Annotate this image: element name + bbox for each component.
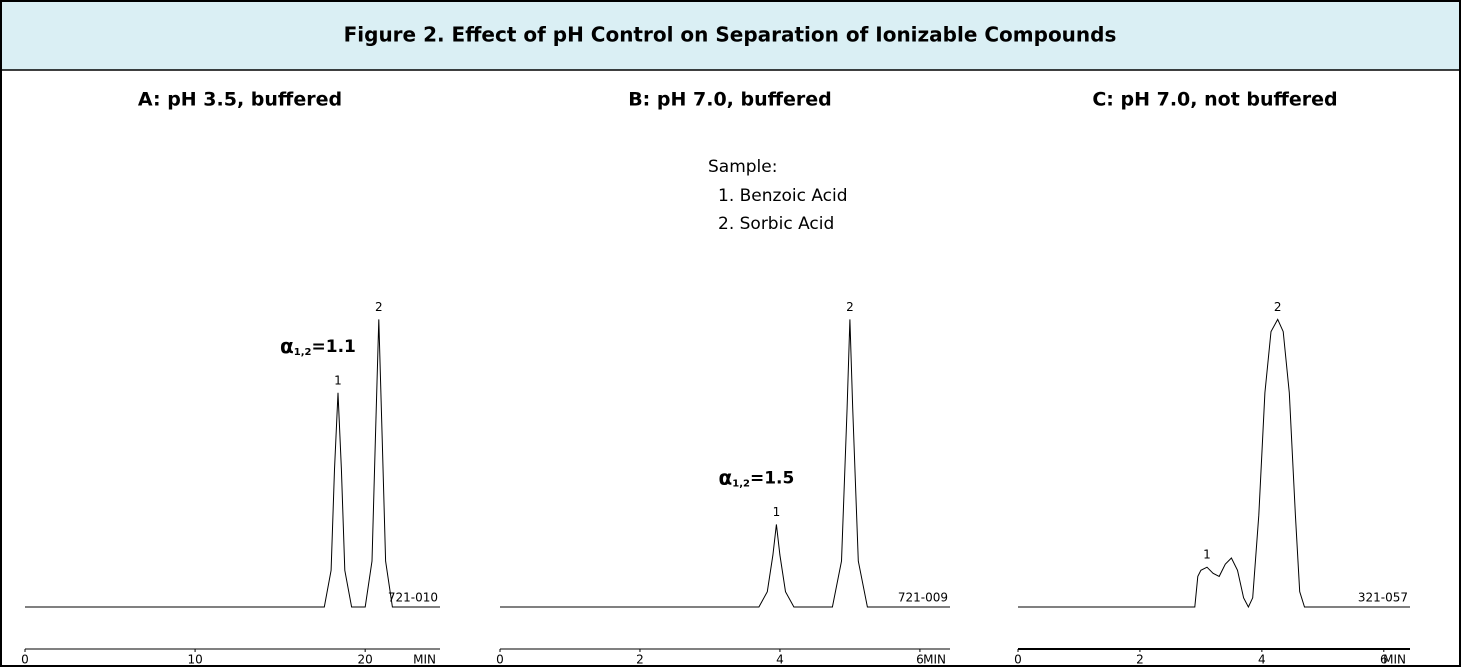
trace: [1018, 318, 1410, 609]
trace: [500, 319, 950, 608]
panel-title: B: pH 7.0, buffered: [628, 89, 832, 111]
panel-title: C: pH 7.0, not buffered: [1092, 89, 1337, 111]
chart-code: 321-057: [1358, 591, 1408, 605]
alpha-symbol: α: [719, 465, 733, 489]
sample-title: Sample:: [708, 157, 777, 177]
figure-title: Figure 2. Effect of pH Control on Separa…: [344, 23, 1117, 47]
trace: [25, 319, 440, 608]
alpha-subscript: 1,2: [294, 347, 312, 358]
x-tick-label: 20: [358, 653, 373, 667]
panel-title: A: pH 3.5, buffered: [138, 89, 342, 111]
peak-label: 2: [375, 300, 383, 314]
alpha-subscript: 1,2: [732, 478, 750, 489]
sample-item: 2. Sorbic Acid: [718, 214, 834, 234]
x-tick-label: 6: [1380, 653, 1388, 667]
x-axis-label: MIN: [413, 653, 436, 667]
x-tick-label: 0: [1014, 653, 1022, 667]
x-tick-label: 2: [636, 653, 644, 667]
alpha-symbol: α: [280, 333, 294, 357]
x-axis-label: MIN: [1383, 653, 1406, 667]
alpha-value: =1.1: [312, 337, 356, 357]
peak-label: 2: [1274, 300, 1282, 314]
sample-item: 1. Benzoic Acid: [718, 186, 848, 206]
alpha-label: α1,2=1.1: [280, 333, 356, 358]
peak-label: 1: [334, 373, 342, 387]
alpha-value: =1.5: [750, 468, 794, 488]
peak-label: 2: [846, 300, 854, 314]
chart-code: 721-009: [898, 591, 948, 605]
x-tick-label: 4: [1258, 653, 1266, 667]
x-tick-label: 6: [916, 653, 924, 667]
x-tick-label: 4: [776, 653, 784, 667]
x-tick-label: 2: [1136, 653, 1144, 667]
peak-label: 1: [1203, 548, 1211, 562]
chart-code: 721-010: [388, 591, 438, 605]
header-band: [2, 2, 1459, 70]
x-tick-label: 0: [21, 653, 29, 667]
alpha-label: α1,2=1.5: [719, 465, 795, 490]
x-axis-label: MIN: [923, 653, 946, 667]
x-tick-label: 0: [496, 653, 504, 667]
x-tick-label: 10: [187, 653, 202, 667]
peak-label: 1: [773, 505, 781, 519]
